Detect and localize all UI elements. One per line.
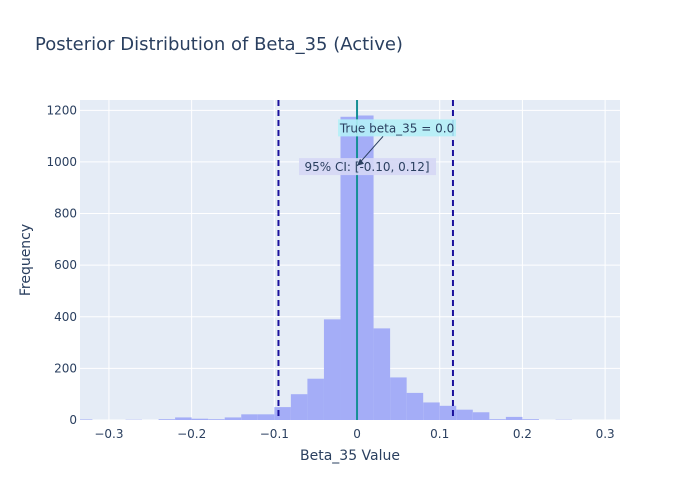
y-tick-label: 600 bbox=[54, 258, 77, 272]
histogram-bar bbox=[175, 417, 192, 420]
x-tick-label: 0.1 bbox=[430, 427, 449, 441]
x-tick-label: −0.1 bbox=[260, 427, 289, 441]
y-axis-title: Frequency bbox=[18, 224, 34, 296]
histogram-bar bbox=[406, 392, 424, 420]
histogram-bar bbox=[357, 115, 374, 420]
histogram-bar bbox=[80, 419, 93, 420]
annotation-arrowhead bbox=[357, 158, 365, 166]
histogram-bar bbox=[323, 319, 341, 420]
histogram-bar bbox=[456, 409, 473, 420]
histogram-bar bbox=[472, 412, 490, 420]
y-tick-label: 800 bbox=[54, 207, 77, 221]
histogram-bar bbox=[390, 377, 407, 420]
x-tick-label: 0.2 bbox=[513, 427, 532, 441]
y-tick-label: 400 bbox=[54, 310, 77, 324]
x-tick-label: −0.2 bbox=[177, 427, 206, 441]
histogram-bar bbox=[439, 405, 457, 420]
true-value-label: True beta_35 = 0.0 bbox=[339, 121, 454, 135]
histogram-bar bbox=[505, 416, 523, 420]
y-tick-label: 200 bbox=[54, 361, 77, 375]
histogram-bar bbox=[522, 419, 539, 420]
histogram-bar bbox=[257, 414, 275, 420]
histogram-bar bbox=[307, 378, 324, 420]
true-value-annotation: True beta_35 = 0.0 bbox=[338, 119, 457, 137]
x-tick-label: 0 bbox=[353, 427, 361, 441]
annotations: True beta_35 = 0.0 95% CI: [-0.10, 0.12] bbox=[299, 119, 457, 176]
y-tick-label: 0 bbox=[69, 413, 77, 427]
reference-lines bbox=[277, 100, 454, 420]
histogram-bar bbox=[423, 402, 440, 420]
histogram-bar bbox=[191, 418, 209, 420]
histogram-bar bbox=[340, 116, 358, 420]
x-tick-labels: −0.3 −0.2 −0.1 0 0.1 0.2 0.3 bbox=[94, 427, 614, 441]
histogram-bar bbox=[208, 419, 225, 420]
ci-label: 95% CI: [-0.10, 0.12] bbox=[305, 160, 430, 174]
y-tick-label: 1200 bbox=[46, 103, 77, 117]
ci-annotation: 95% CI: [-0.10, 0.12] bbox=[299, 158, 437, 176]
chart-title: Posterior Distribution of Beta_35 (Activ… bbox=[35, 34, 403, 55]
x-axis-title: Beta_35 Value bbox=[300, 448, 400, 464]
histogram-bar bbox=[158, 419, 176, 420]
x-tick-label: −0.3 bbox=[94, 427, 123, 441]
histogram-bar bbox=[241, 414, 258, 420]
histogram-bar bbox=[290, 394, 308, 420]
histogram-bars bbox=[80, 115, 573, 420]
histogram-bar bbox=[274, 407, 291, 420]
y-tick-labels: 0 200 400 600 800 1000 1200 bbox=[46, 103, 77, 427]
histogram-bar bbox=[224, 417, 242, 420]
histogram-bar bbox=[373, 328, 391, 420]
y-tick-label: 1000 bbox=[46, 155, 77, 169]
histogram-bar bbox=[489, 419, 506, 420]
x-tick-label: 0.3 bbox=[596, 427, 615, 441]
